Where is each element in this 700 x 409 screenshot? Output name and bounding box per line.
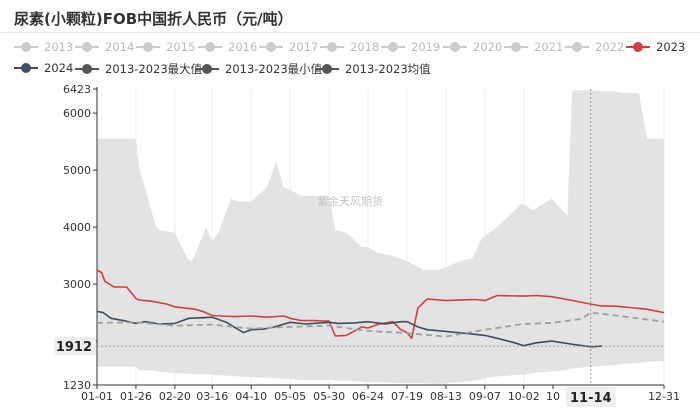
- legend-label: 2023: [656, 40, 686, 54]
- legend-label: 2024: [44, 61, 74, 75]
- legend-label: 2022: [595, 40, 625, 54]
- legend-label: 2014: [105, 40, 135, 54]
- legend-label: 2020: [473, 40, 503, 54]
- legend-item-2021[interactable]: 2021: [504, 40, 563, 54]
- legend-item-2013-2023最小值[interactable]: 2013-2023最小值: [195, 61, 322, 77]
- title-divider: [0, 32, 700, 33]
- series-line-2024[interactable]: [96, 310, 602, 348]
- legend-label: 2013: [44, 40, 74, 54]
- x-tick-label: 02-20: [159, 390, 191, 403]
- x-tick-label: 06-24: [352, 390, 384, 403]
- legend-marker-icon: [198, 42, 222, 52]
- y-tick-label: 6000: [63, 107, 91, 120]
- legend-marker-icon: [565, 42, 589, 52]
- x-tick-label: 07-19: [391, 390, 423, 403]
- chart-title: 尿素(小颗粒)FOB中国折人民币（元/吨）: [14, 10, 293, 28]
- x-tick-label: 01-26: [120, 390, 152, 403]
- legend-marker-icon: [14, 42, 38, 52]
- legend-marker-icon: [315, 64, 339, 74]
- legend-marker-icon: [320, 42, 344, 52]
- crosshair-y-label: 1912: [56, 340, 92, 355]
- legend-marker-icon: [14, 63, 38, 73]
- watermark: 紫金天风期货: [317, 194, 383, 208]
- x-tick-label: 10-02: [508, 390, 540, 403]
- legend-item-2018[interactable]: 2018: [320, 40, 379, 54]
- legend-label: 2021: [534, 40, 564, 54]
- legend-label: 2013-2023最大值: [105, 62, 203, 76]
- x-tick-label: 05-05: [274, 390, 306, 403]
- legend-label: 2017: [289, 40, 319, 54]
- legend-item-2014[interactable]: 2014: [75, 40, 134, 54]
- legend-label: 2013-2023均值: [345, 62, 431, 76]
- legend-label: 2016: [228, 40, 258, 54]
- series-line-2013-2023均值[interactable]: [96, 311, 665, 338]
- y-tick-label: 1230: [63, 379, 91, 392]
- legend-marker-icon: [259, 42, 283, 52]
- legend-item-2016[interactable]: 2016: [198, 40, 257, 54]
- legend-label: 2015: [166, 40, 196, 54]
- x-tick-label: 08-13: [430, 390, 462, 403]
- x-tick-label: 12-31: [648, 390, 680, 403]
- legend-item-2017[interactable]: 2017: [259, 40, 318, 54]
- crosshair-x-tag: [565, 387, 616, 407]
- crosshair-x-label: 11-14: [570, 391, 612, 406]
- legend-marker-icon: [381, 42, 405, 52]
- legend-item-2013-2023均值[interactable]: 2013-2023均值: [315, 61, 431, 77]
- legend-marker-icon: [75, 42, 99, 52]
- legend-label: 2013-2023最小值: [225, 62, 323, 76]
- legend-marker-icon: [443, 42, 467, 52]
- x-tick-label: 01-01: [81, 390, 113, 403]
- legend-item-2022[interactable]: 2022: [565, 40, 624, 54]
- legend-item-2013-2023最大值[interactable]: 2013-2023最大值: [75, 61, 202, 77]
- legend-item-2024[interactable]: 2024: [14, 61, 73, 75]
- legend-item-2013[interactable]: 2013: [14, 40, 73, 54]
- y-tick-label: 3000: [63, 278, 91, 291]
- x-tick-label: 09-07: [469, 390, 501, 403]
- legend-marker-icon: [504, 42, 528, 52]
- legend-item-2020[interactable]: 2020: [443, 40, 502, 54]
- legend-label: 2019: [411, 40, 441, 54]
- legend-label: 2018: [350, 40, 380, 54]
- max-min-band: [97, 90, 664, 384]
- x-tick-label: 05-30: [313, 390, 345, 403]
- x-tick-label: 10: [546, 390, 560, 403]
- legend-marker-icon: [75, 64, 99, 74]
- legend-marker-icon: [136, 42, 160, 52]
- legend-item-2015[interactable]: 2015: [136, 40, 195, 54]
- legend-item-2019[interactable]: 2019: [381, 40, 440, 54]
- x-tick-label: 03-16: [196, 390, 228, 403]
- legend-item-2023[interactable]: 2023: [626, 40, 685, 54]
- y-tick-label: 5000: [63, 164, 91, 177]
- legend-marker-icon: [195, 64, 219, 74]
- y-tick-label: 6423: [63, 83, 91, 96]
- series-line-2023[interactable]: [96, 269, 665, 340]
- x-tick-label: 04-10: [235, 390, 267, 403]
- crosshair-y-tag: [54, 337, 96, 356]
- legend-marker-icon: [626, 42, 650, 52]
- y-tick-label: 4000: [63, 221, 91, 234]
